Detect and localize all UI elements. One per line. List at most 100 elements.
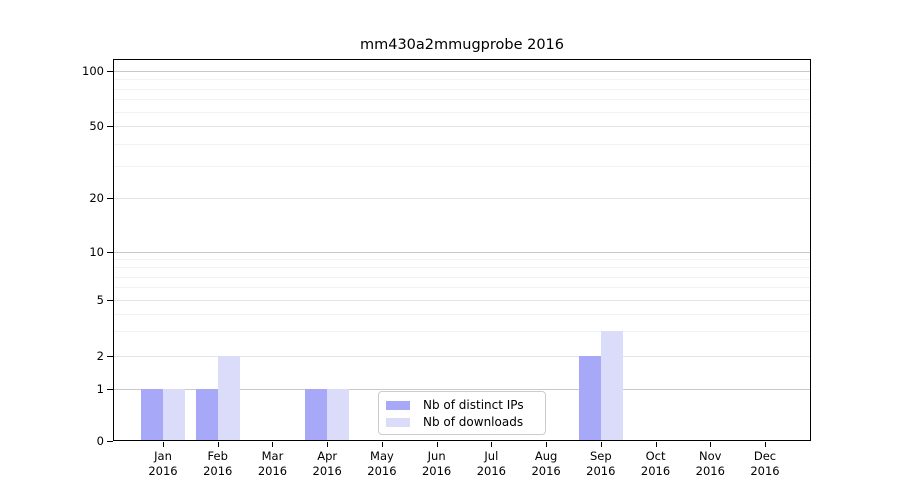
y-gridline-minor [114,143,810,145]
y-gridline-minor [114,88,810,90]
x-tick-label: Aug 2016 [514,449,578,479]
y-tick-label: 1 [96,382,104,396]
y-axis-tick [107,441,113,442]
x-tick-label-month: Aug [534,449,558,463]
y-gridline-decade [114,252,810,253]
x-axis-tick [217,442,219,447]
y-gridline-major [114,126,810,127]
x-tick-label-year: 2016 [367,464,397,478]
y-gridline-major [114,300,810,301]
y-tick-label: 20 [89,191,104,205]
x-axis-tick [710,442,712,447]
x-tick-label-month: Feb [207,449,228,463]
x-tick-label-year: 2016 [476,464,506,478]
y-axis-tick [107,252,113,253]
legend-swatch-downloads [386,417,410,427]
y-axis-tick [107,389,113,390]
y-gridline-minor [114,166,810,168]
legend-swatch-distinct-ips [386,400,410,410]
y-axis-tick [107,71,113,72]
x-axis-tick [327,442,329,447]
y-gridline-minor [114,111,810,113]
x-tick-label-month: Dec [753,449,777,463]
x-tick-label-year: 2016 [312,464,342,478]
x-tick-label-month: May [370,449,394,463]
x-tick-label-month: Apr [317,449,338,463]
x-tick-label-year: 2016 [531,464,561,478]
y-tick-label: 5 [96,293,104,307]
x-tick-label-year: 2016 [695,464,725,478]
y-gridline-decade [114,71,810,72]
y-gridline-minor [114,331,810,333]
x-tick-label: Mar 2016 [240,449,304,479]
x-tick-label: Dec 2016 [733,449,797,479]
y-gridline-decade [114,389,810,390]
x-tick-label-year: 2016 [203,464,233,478]
bar-distinct-ips [141,389,163,440]
x-tick-label: Sep 2016 [569,449,633,479]
y-tick-label: 0 [96,434,104,448]
x-tick-label: Feb 2016 [186,449,250,479]
y-gridline-minor [114,79,810,81]
bar-downloads [163,389,185,440]
x-tick-label-year: 2016 [640,464,671,478]
y-gridline-minor [114,313,810,315]
y-gridline-minor [114,267,810,269]
x-tick-label: Oct 2016 [624,449,688,479]
x-axis-tick [163,442,164,447]
y-tick-label: 2 [96,349,104,363]
y-tick-label: 100 [82,64,104,78]
bar-distinct-ips [305,389,328,440]
x-axis-tick [655,442,657,447]
x-axis-tick [765,442,766,447]
legend: Nb of distinct IPs Nb of downloads [378,391,546,435]
x-tick-label-month: Sep [589,449,612,463]
x-axis-tick [272,442,274,447]
legend-label-distinct-ips: Nb of distinct IPs [423,398,524,412]
bar-distinct-ips [195,389,218,440]
y-axis-tick [107,126,113,127]
x-tick-label-year: 2016 [148,464,178,478]
x-axis-tick [436,442,438,447]
x-tick-label-month: Jul [484,449,499,463]
y-axis-tick [107,198,113,199]
legend-item-distinct-ips: Nb of distinct IPs [386,397,537,413]
legend-label-downloads: Nb of downloads [423,415,524,429]
x-axis-tick [600,442,602,447]
bar-downloads [217,356,240,440]
x-tick-label: Nov 2016 [678,449,742,479]
x-tick-label-year: 2016 [586,464,616,478]
legend-item-downloads: Nb of downloads [386,414,537,430]
x-tick-label: Jul 2016 [459,449,523,479]
x-tick-label-month: Oct [645,449,666,463]
bar-distinct-ips [578,356,601,440]
chart-title: mm430a2mmugprobe 2016 [359,37,565,53]
y-gridline-minor [114,287,810,289]
plot-area: Nb of distinct IPs Nb of downloads [113,59,811,441]
y-axis-tick [107,356,113,357]
x-tick-label-year: 2016 [421,464,452,478]
y-gridline-major [114,198,810,199]
y-tick-label: 50 [89,119,104,133]
x-tick-label-year: 2016 [750,464,780,478]
x-tick-label: Jan 2016 [131,449,195,479]
x-tick-label: May 2016 [350,449,414,479]
x-tick-label-year: 2016 [257,464,288,478]
x-tick-label: Jun 2016 [405,449,469,479]
x-tick-label-month: Nov [699,449,722,463]
x-axis-tick [546,442,548,447]
bar-downloads [600,331,623,440]
y-gridline-major [114,356,810,357]
y-tick-label: 10 [89,245,104,259]
y-gridline-minor [114,276,810,278]
y-gridline-minor [114,259,810,261]
x-tick-label-month: Mar [261,449,284,463]
x-tick-label-month: Jun [427,449,446,463]
x-tick-label: Apr 2016 [295,449,359,479]
x-axis-tick [381,442,383,447]
y-axis-tick [107,300,113,301]
x-axis-tick [491,442,493,447]
x-tick-label-month: Jan [154,449,172,463]
y-gridline-minor [114,99,810,101]
